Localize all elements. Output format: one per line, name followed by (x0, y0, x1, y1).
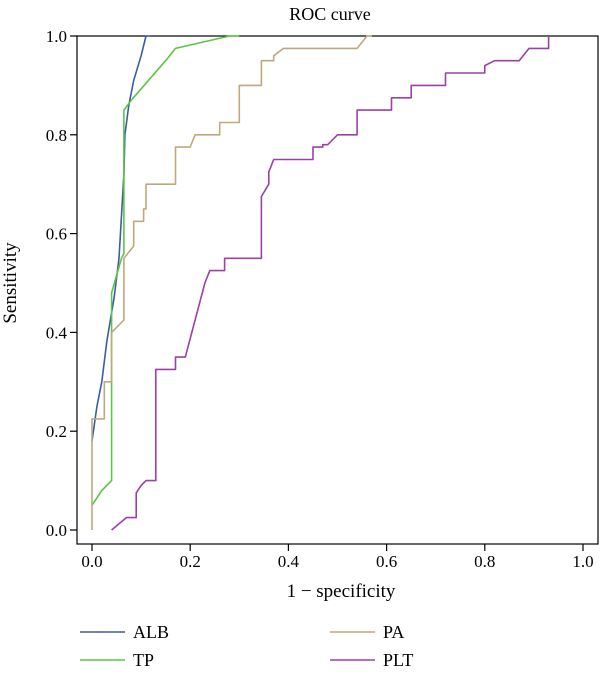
legend-label-pa: PA (383, 622, 404, 642)
series-layer (91, 35, 550, 531)
y-tick-label: 0.2 (46, 422, 67, 441)
legend-label-plt: PLT (383, 650, 413, 670)
series-line-tp (91, 35, 240, 506)
legend-label-tp: TP (133, 650, 154, 670)
x-axis-title: 1 − specificity (287, 581, 396, 602)
y-tick-label: 1.0 (46, 27, 67, 46)
legend: ALB TP PA PLT (80, 622, 413, 670)
y-tick-label: 0.0 (46, 521, 67, 540)
x-tick-label: 0.6 (376, 552, 397, 571)
series-line-plt (111, 36, 550, 531)
y-tick-label: 0.4 (46, 323, 68, 342)
axes: 0.0 0.2 0.4 0.6 0.8 1.0 0.0 0.2 0.4 0.6 0.8 1.0 (46, 27, 599, 571)
legend-label-alb: ALB (133, 622, 169, 642)
x-tick-label: 0.0 (81, 552, 102, 571)
series-line-pa (91, 35, 372, 530)
plot-frame (76, 35, 599, 545)
y-axis-title: Sensitivity (0, 242, 21, 324)
x-tick-label: 0.2 (180, 552, 201, 571)
series-line-alb (91, 35, 151, 442)
y-tick-label: 0.6 (46, 225, 67, 244)
x-tick-label: 0.4 (278, 552, 300, 571)
x-tick-label: 1.0 (572, 552, 593, 571)
y-tick-label: 0.8 (46, 126, 67, 145)
chart-title: ROC curve (289, 4, 370, 24)
x-tick-label: 0.8 (474, 552, 495, 571)
